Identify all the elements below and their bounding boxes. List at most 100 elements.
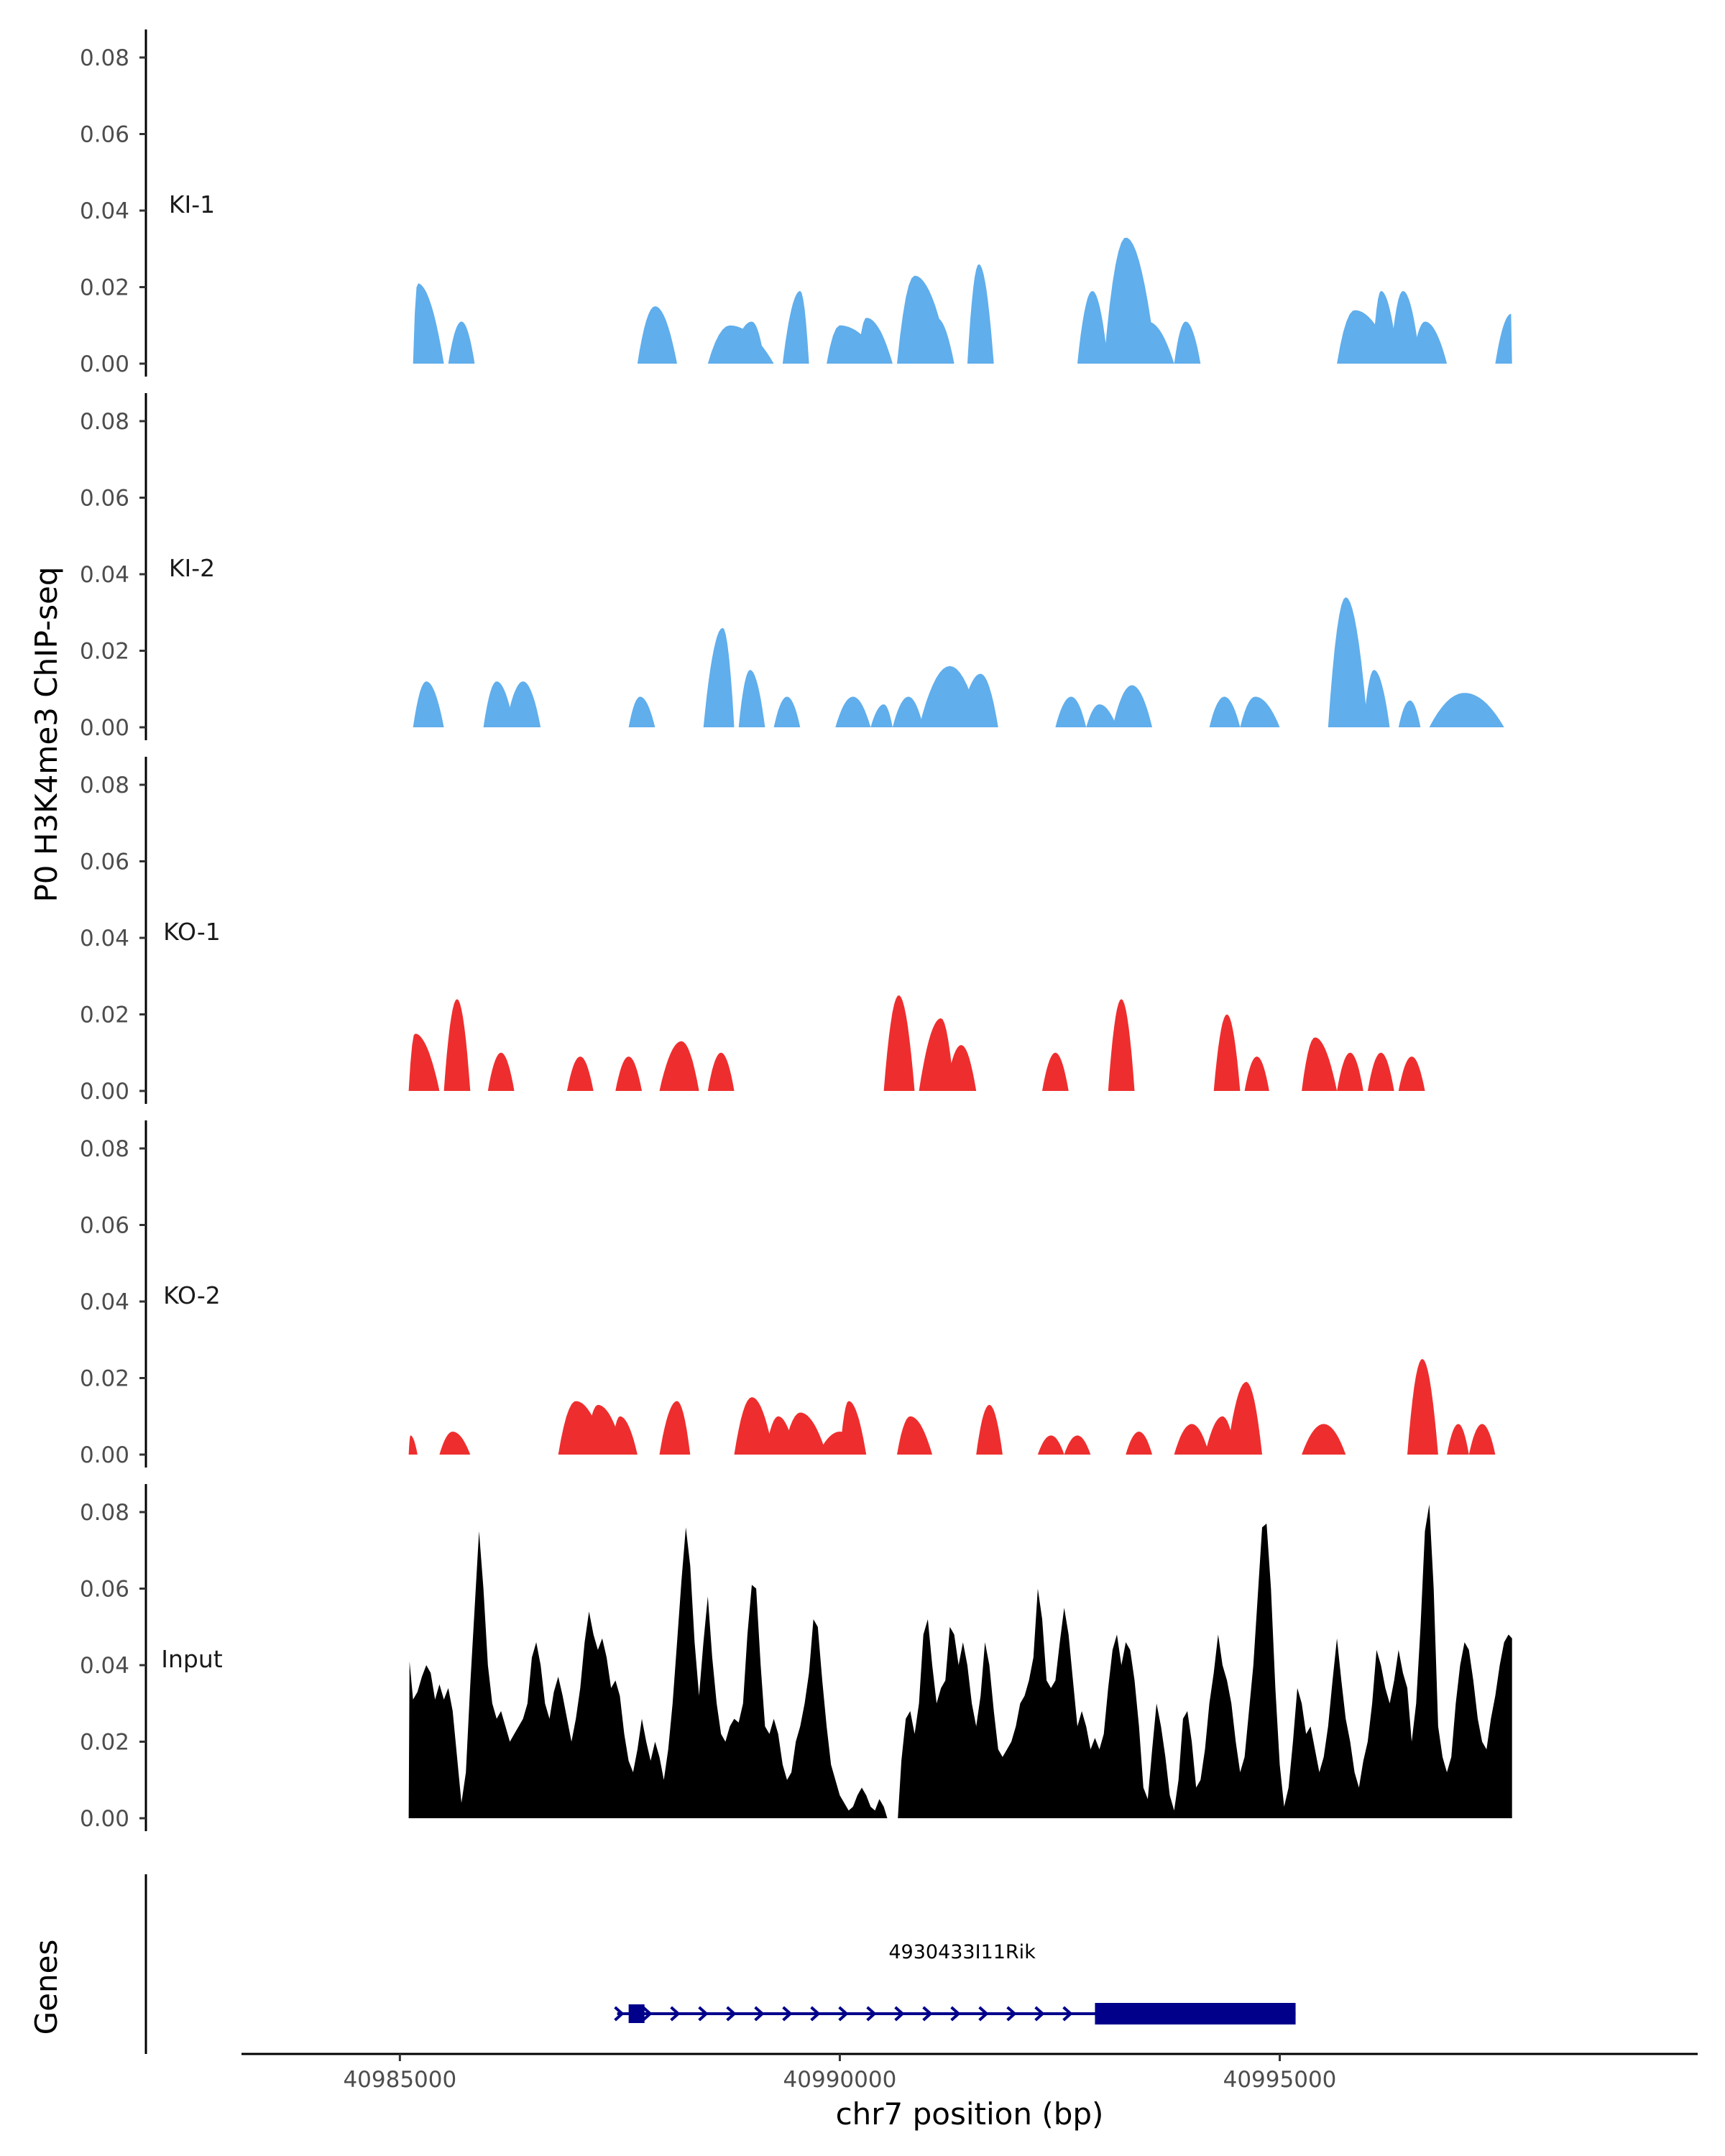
signal-peak [505, 681, 541, 727]
signal-peak [408, 1435, 418, 1455]
signal-peak [487, 1052, 515, 1091]
signal-peak [919, 318, 954, 364]
signal-peak [1055, 696, 1087, 727]
signal-peak [628, 696, 656, 727]
strand-arrow [754, 2006, 765, 2022]
signal-peak [883, 995, 915, 1091]
strand-arrow [894, 2006, 905, 2022]
signal-peak [1037, 1435, 1064, 1455]
y-tick-label: 0.06 [80, 122, 129, 148]
signal-peak [1468, 1424, 1496, 1455]
y-tick-label: 0.06 [80, 1577, 129, 1603]
signal-peak [1398, 700, 1421, 727]
signal-peak [857, 318, 893, 364]
y-tick-label: 0.06 [80, 849, 129, 875]
signal-peak [919, 1018, 954, 1091]
strand-arrow [1006, 2006, 1017, 2022]
signal-peak [1213, 1014, 1241, 1091]
signal-peak [703, 627, 735, 727]
y-tick-label: 0.02 [80, 275, 129, 301]
gene-model: 4930433I11Rik [614, 1941, 1296, 2024]
y-tick-label: 0.04 [80, 1289, 129, 1315]
strand-arrow [978, 2006, 989, 2022]
signal-peak [439, 1432, 471, 1455]
signal-peak [1398, 1056, 1425, 1091]
signal-peak [413, 681, 444, 727]
gene-exon [628, 2004, 645, 2023]
y-axis-title: P0 H3K4me3 ChIP-seq [29, 566, 64, 902]
y-tick-label: 0.00 [80, 1079, 129, 1105]
signal-peak [1407, 1359, 1438, 1455]
track-ki-1: 0.00 0.02 0.04 0.06 0.08 KI-1 [80, 29, 1512, 377]
strand-arrow [642, 2006, 653, 2022]
signal-peak [1328, 597, 1368, 727]
track-label: KO-2 [163, 1281, 221, 1309]
y-tick-label: 0.02 [80, 639, 129, 665]
signal-peak [443, 999, 471, 1091]
track-label: KO-1 [163, 918, 221, 946]
signal-peak [1389, 290, 1421, 364]
strand-arrow [614, 2006, 625, 2022]
x-tick-label: 40995000 [1223, 2067, 1337, 2093]
signal-peak [1205, 1416, 1236, 1455]
signal-peak [566, 1056, 594, 1091]
y-tick-label: 0.06 [80, 486, 129, 512]
y-tick-label: 0.00 [80, 351, 129, 377]
y-tick-label: 0.08 [80, 773, 129, 798]
signal-peak [1495, 313, 1512, 364]
x-tick-label: 40990000 [783, 2067, 897, 2093]
track-label: Input [161, 1645, 223, 1673]
signal-peak [448, 321, 475, 364]
signal-peak [840, 1401, 867, 1455]
strand-arrow [950, 2006, 961, 2022]
signal-peak [1412, 321, 1448, 364]
strand-arrow [670, 2006, 681, 2022]
gene-models: 4930433I11Rik [614, 1941, 1296, 2024]
signal-peak [483, 681, 515, 727]
signal-peak [1209, 696, 1241, 727]
signal-peak [1447, 1424, 1469, 1455]
signal-peak [738, 670, 765, 727]
signal-tracks: 0.00 0.02 0.04 0.06 0.08 KI-1 0.00 0.02 0.04 0.06… [80, 29, 1512, 1832]
signal-peak [413, 283, 444, 364]
signal-peak [659, 1401, 691, 1455]
strand-arrow [698, 2006, 709, 2022]
signal-peak [1227, 1381, 1262, 1455]
genes-axis-title: Genes [29, 1940, 64, 2035]
signal-peak [637, 306, 677, 364]
y-tick-label: 0.02 [80, 1003, 129, 1028]
y-tick-label: 0.04 [80, 562, 129, 588]
signal-peak [730, 321, 765, 364]
signal-peak [1337, 1052, 1363, 1091]
signal-peak [408, 1033, 440, 1091]
strand-arrow [1062, 2006, 1073, 2022]
signal-peak [1064, 1435, 1091, 1455]
signal-peak [1244, 1056, 1269, 1091]
signal-peak [1302, 1037, 1338, 1091]
y-tick-label: 0.00 [80, 715, 129, 741]
gene-exon [1095, 2003, 1296, 2024]
track-label: KI-1 [169, 190, 215, 218]
signal-peak [1174, 1424, 1210, 1455]
signal-peak [1130, 321, 1174, 364]
signal-peak [615, 1056, 642, 1091]
track-ki-2: 0.00 0.02 0.04 0.06 0.08 KI-2 [80, 393, 1504, 741]
signal-peak [773, 696, 801, 727]
signal-peak [958, 673, 998, 727]
y-tick-label: 0.08 [80, 45, 129, 71]
signal-peak [1086, 704, 1117, 727]
gene-name-label: 4930433I11Rik [888, 1941, 1036, 1963]
track-ko-2: 0.00 0.02 0.04 0.06 0.08 KO-2 [80, 1120, 1496, 1468]
signal-peak [782, 1412, 827, 1455]
signal-peak [1429, 693, 1504, 727]
signal-peak [1112, 685, 1152, 727]
signal-peak [1174, 321, 1201, 364]
x-tick-label: 40985000 [343, 2067, 456, 2093]
strand-arrow [726, 2006, 737, 2022]
signal-peak [1367, 1052, 1394, 1091]
x-axis-title: chr7 position (bp) [836, 2096, 1104, 2132]
y-tick-label: 0.04 [80, 198, 129, 224]
signal-peak [892, 696, 924, 727]
y-tick-label: 0.02 [80, 1366, 129, 1392]
